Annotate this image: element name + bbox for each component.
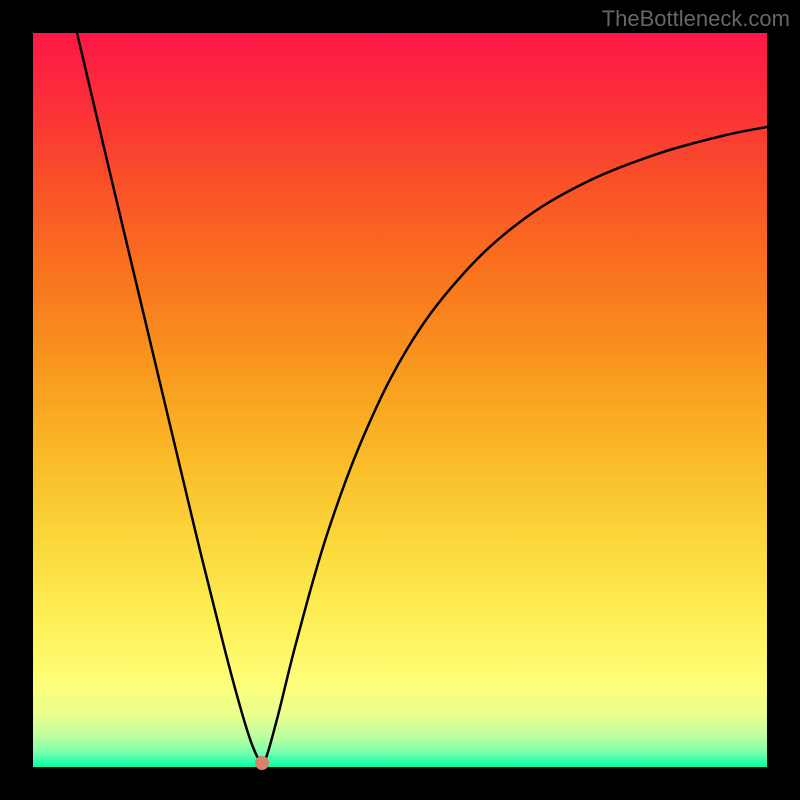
chart-container: TheBottleneck.com (0, 0, 800, 800)
plot-area (33, 33, 767, 767)
bottleneck-curve (77, 33, 767, 765)
watermark-text: TheBottleneck.com (602, 6, 790, 32)
curve-svg (33, 33, 767, 767)
optimum-marker (255, 756, 269, 770)
